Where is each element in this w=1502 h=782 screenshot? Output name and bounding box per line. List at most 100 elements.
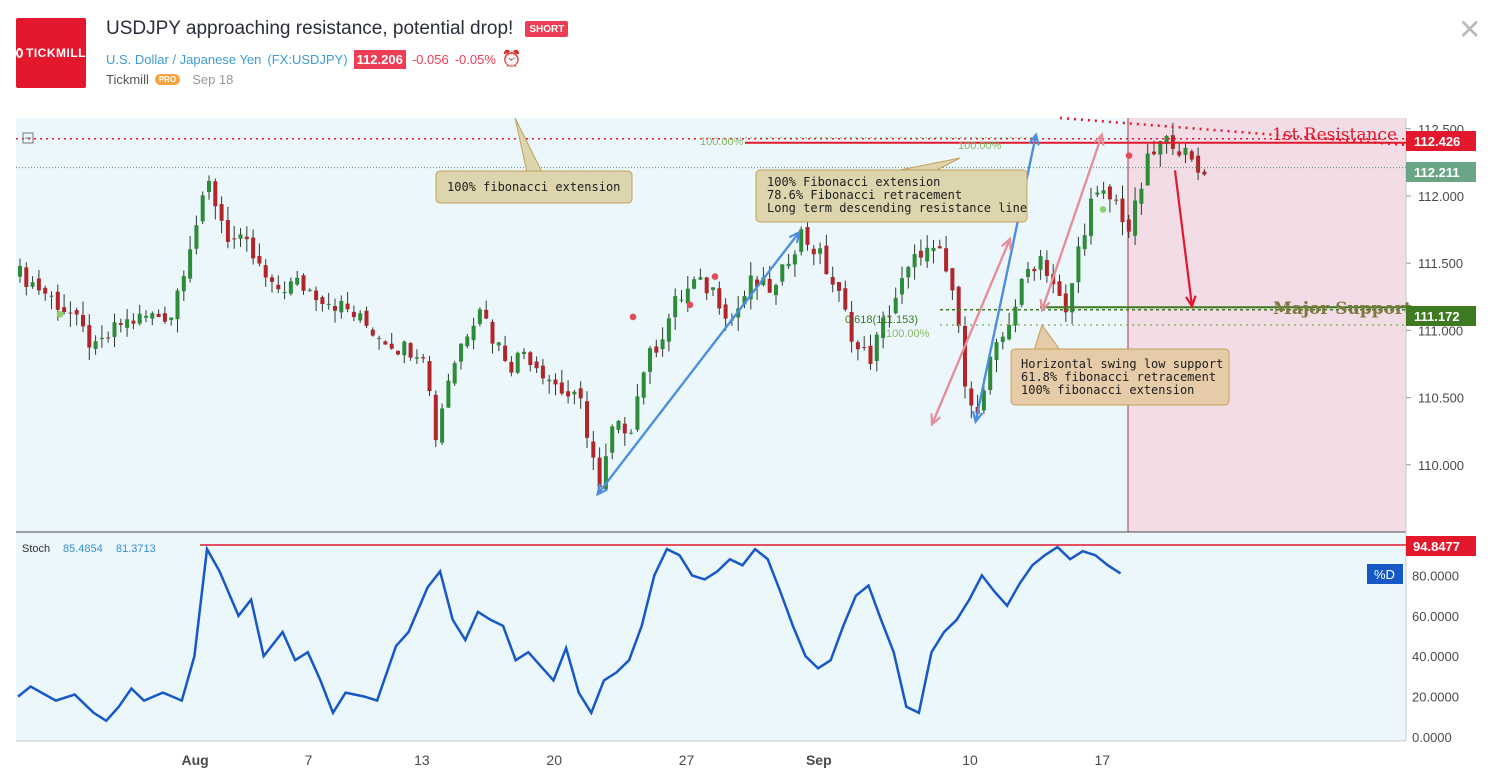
price-change: -0.056 [411, 51, 449, 67]
time-tick-label: Sep [806, 752, 832, 768]
candle-body [559, 382, 564, 394]
time-tick-label: Aug [181, 752, 208, 768]
signal-dot [1099, 206, 1107, 213]
symbol-code-link[interactable]: (FX:USDJPY) [267, 51, 348, 67]
fib-100-bottom: 100.00% [886, 328, 930, 340]
candle-body [717, 288, 722, 309]
candle-body [641, 372, 646, 398]
candle-body [654, 346, 659, 353]
candle-body [704, 277, 709, 294]
alarm-clock-icon[interactable]: ⏰ [501, 51, 522, 68]
author-row: Tickmill PRO Sep 18 [106, 72, 233, 87]
candle-body [931, 247, 936, 252]
candle-body [251, 237, 256, 259]
author-name[interactable]: Tickmill [106, 72, 149, 87]
candle-body [1107, 186, 1112, 200]
collapse-icon[interactable] [22, 132, 34, 144]
close-icon[interactable]: ✕ [1458, 14, 1482, 45]
candle-body [43, 287, 48, 294]
candle-body [36, 278, 41, 291]
candle-body [320, 297, 325, 305]
candle-body [981, 390, 986, 411]
fib-100-top-b: 100.00% [958, 140, 1002, 152]
candle-body [383, 341, 388, 345]
candle-body [106, 337, 111, 339]
candle-body [99, 337, 104, 340]
time-tick-label: 13 [414, 752, 430, 768]
swing-arrow-down-1 [596, 231, 801, 496]
candle-body [1101, 190, 1106, 194]
candle-body [692, 279, 697, 289]
candle-body [937, 246, 942, 249]
candle-body [74, 310, 79, 315]
candle-body [811, 248, 816, 255]
candle-body [339, 300, 344, 313]
price-tick-label: 111.000 [1418, 323, 1463, 338]
candle-body [389, 343, 394, 349]
candle-body [528, 352, 533, 365]
candle-body [1126, 219, 1131, 232]
candle-body [1095, 192, 1100, 195]
candle-body [1007, 324, 1012, 340]
swing-arrow-down-1-head [596, 483, 608, 497]
candle-body [503, 345, 508, 361]
signal-dot [629, 313, 637, 321]
candle-body [276, 284, 281, 290]
candle-body [30, 282, 35, 287]
candle-body [824, 245, 829, 275]
candle-body [1000, 336, 1005, 342]
pink-arrow-down-1-head [930, 413, 941, 427]
candle-body [679, 299, 684, 301]
candle-body [93, 341, 98, 349]
candle-body [748, 275, 753, 300]
candle-body [988, 356, 993, 391]
symbol-name-link[interactable]: U.S. Dollar / Japanese Yen [106, 51, 262, 67]
candle-body [496, 342, 501, 346]
candle-body [1202, 171, 1207, 175]
candle-body [610, 426, 615, 453]
short-badge: SHORT [525, 21, 569, 37]
candle-body [1076, 246, 1081, 283]
price-tick-label: 110.000 [1418, 458, 1464, 473]
candle-body [421, 357, 426, 359]
candle-body [1070, 283, 1075, 313]
candle-body [181, 276, 186, 292]
candle-body [534, 361, 539, 369]
resistance-tag-text: 112.426 [1414, 134, 1460, 149]
candle-body [805, 227, 810, 245]
candle-body [1013, 306, 1018, 326]
candle-body [818, 248, 823, 254]
overlays-group [16, 116, 1407, 546]
support-callout-line-2: 61.8% fibonacci retracement [1021, 370, 1216, 384]
candle-body [244, 236, 249, 240]
candle-body [162, 313, 167, 322]
candle-body [471, 325, 476, 341]
candle-body [402, 341, 407, 356]
candle-body [427, 361, 432, 392]
support-tag [1406, 306, 1476, 326]
stoch-level-tag-text: 94.8477 [1413, 539, 1460, 554]
fib-callout-box [435, 170, 633, 204]
candle-body [282, 292, 287, 294]
candle-body [1082, 235, 1087, 250]
candle-body [200, 195, 205, 222]
candle-body [433, 394, 438, 441]
candle-body [1177, 151, 1182, 156]
candle-body [125, 319, 130, 328]
candle-body [585, 401, 589, 438]
stoch-panel[interactable] [16, 533, 1406, 741]
candle-body [1032, 268, 1037, 272]
resistance-callout: 100% Fibonacci extension 78.6% Fibonacci… [755, 157, 1028, 223]
candle-body [591, 441, 596, 458]
candles-group [18, 122, 1207, 490]
candle-body [830, 277, 835, 285]
signal-dot [711, 273, 719, 280]
candle-body [131, 320, 136, 324]
candle-body [1038, 256, 1043, 270]
candle-body [792, 254, 797, 265]
time-tick-label: 27 [679, 752, 695, 768]
candle-body [635, 396, 640, 430]
signal-dot [56, 310, 64, 318]
symbol-row: U.S. Dollar / Japanese Yen (FX:USDJPY) 1… [106, 49, 522, 69]
